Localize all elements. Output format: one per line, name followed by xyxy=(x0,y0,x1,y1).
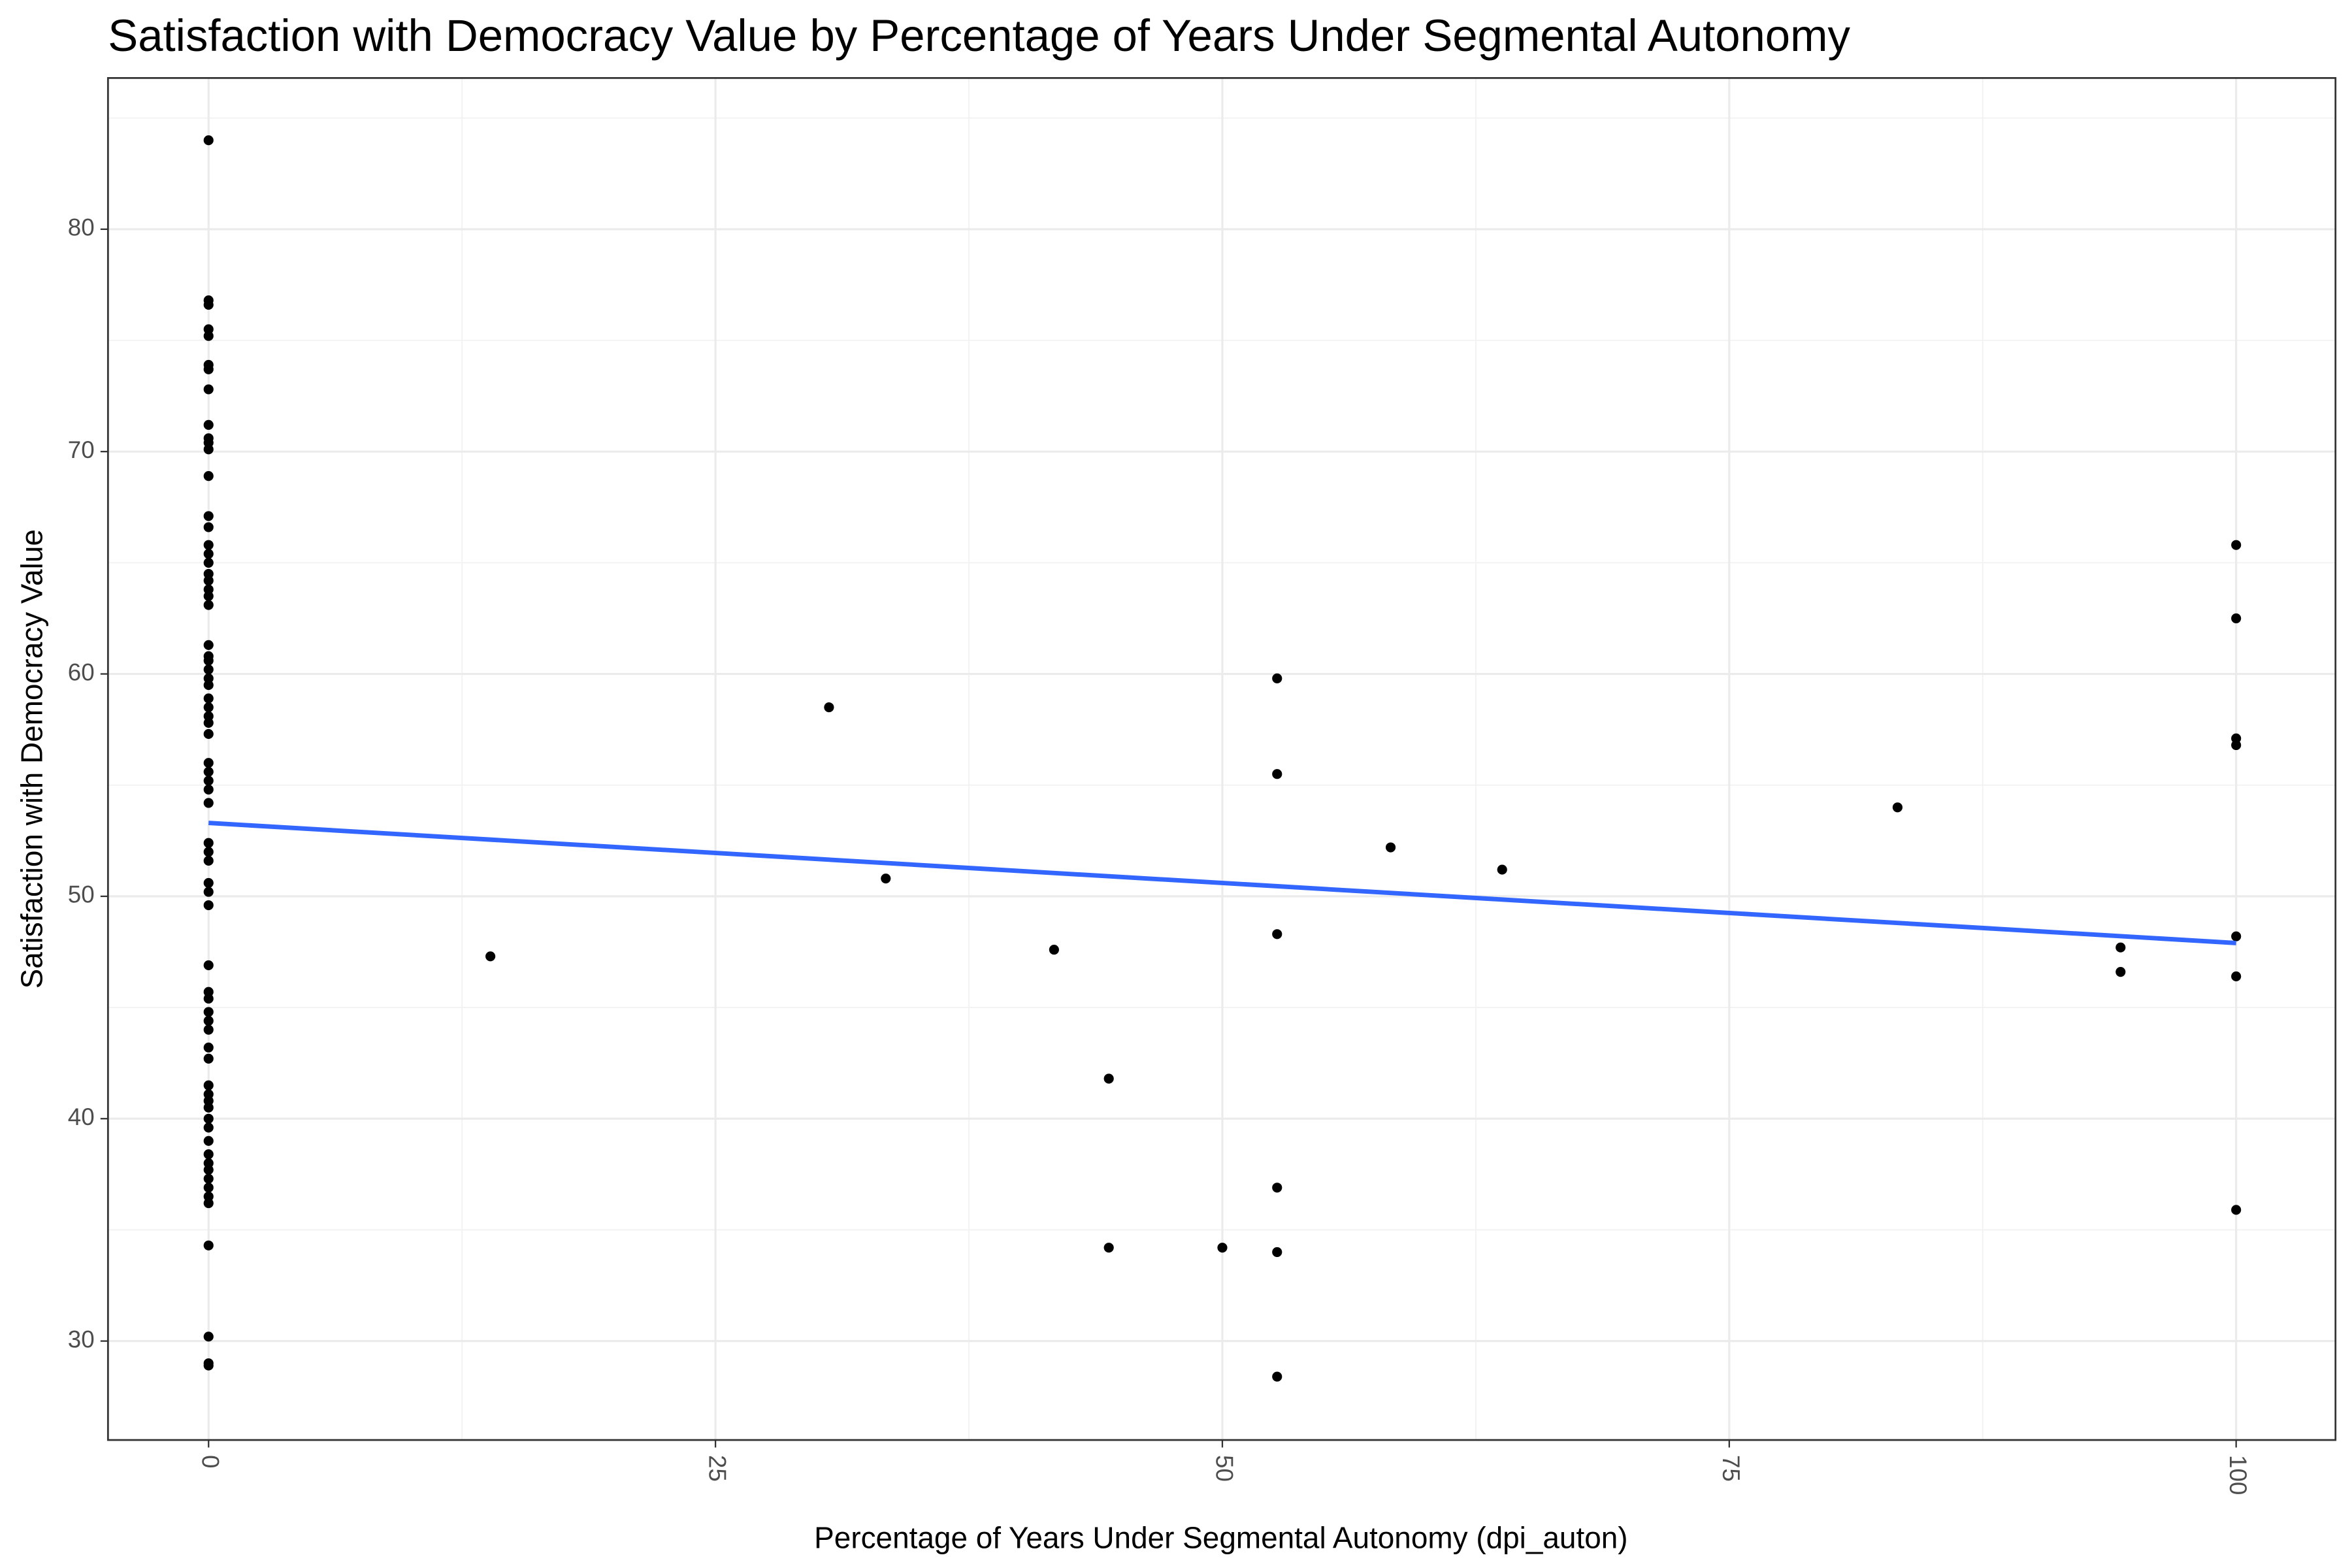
data-point xyxy=(203,1122,214,1133)
data-point xyxy=(203,1240,214,1250)
data-point xyxy=(203,419,214,430)
data-point xyxy=(2231,613,2242,624)
data-point xyxy=(1272,1371,1282,1382)
marks xyxy=(203,135,2242,1382)
data-point xyxy=(203,540,214,550)
data-point xyxy=(203,576,214,586)
data-point xyxy=(203,784,214,795)
data-point xyxy=(203,364,214,374)
x-axis-title: Percentage of Years Under Segmental Auto… xyxy=(814,1520,1627,1554)
data-point xyxy=(2231,931,2242,941)
data-point xyxy=(881,874,891,884)
data-point xyxy=(203,1113,214,1124)
data-point xyxy=(2231,1205,2242,1215)
data-point xyxy=(1892,802,1903,813)
data-point xyxy=(203,1173,214,1184)
data-point xyxy=(203,1164,214,1175)
y-tick-label: 80 xyxy=(68,214,95,241)
x-tick-label: 25 xyxy=(704,1455,730,1482)
y-tick-label: 40 xyxy=(68,1103,95,1130)
axes: 0 25 50 75 100 30 40 50 60 70 80 xyxy=(68,214,2251,1495)
x-tick-label: 50 xyxy=(1211,1455,1237,1482)
data-point xyxy=(203,1024,214,1035)
data-point xyxy=(203,717,214,728)
data-point xyxy=(203,1331,214,1342)
grid xyxy=(108,78,2336,1441)
data-point xyxy=(2115,967,2126,977)
data-point xyxy=(203,728,214,740)
data-point xyxy=(203,331,214,341)
data-point xyxy=(1272,769,1282,779)
data-point xyxy=(203,693,214,704)
data-point xyxy=(203,299,214,310)
data-point xyxy=(203,1102,214,1113)
data-point xyxy=(203,838,214,848)
data-point xyxy=(203,1360,214,1371)
trend-line xyxy=(208,821,2236,945)
data-point xyxy=(203,1080,214,1090)
data-point xyxy=(1272,673,1282,683)
data-point xyxy=(203,702,214,713)
data-point xyxy=(203,640,214,650)
data-point xyxy=(2231,540,2242,550)
data-point xyxy=(203,1149,214,1160)
data-point xyxy=(203,887,214,897)
data-point xyxy=(203,766,214,777)
y-tick-label: 50 xyxy=(68,881,95,908)
data-point xyxy=(2231,740,2242,751)
y-tick-label: 30 xyxy=(68,1326,95,1352)
data-point xyxy=(1497,864,1507,875)
chart-title: Satisfaction with Democracy Value by Per… xyxy=(108,10,1850,61)
data-point xyxy=(1272,1247,1282,1258)
data-point xyxy=(203,960,214,970)
data-point xyxy=(203,135,214,146)
data-point xyxy=(203,679,214,691)
data-point xyxy=(203,511,214,521)
data-point xyxy=(203,798,214,808)
data-point xyxy=(203,557,214,568)
data-point xyxy=(824,702,834,713)
data-point xyxy=(203,877,214,889)
data-point xyxy=(1217,1243,1228,1253)
x-tick-label: 75 xyxy=(1718,1455,1744,1482)
y-tick-label: 70 xyxy=(68,436,95,463)
data-point xyxy=(203,471,214,482)
data-point xyxy=(203,855,214,866)
x-tick-label: 100 xyxy=(2225,1455,2251,1495)
data-point xyxy=(203,655,214,666)
data-point xyxy=(1049,945,1059,955)
data-point xyxy=(203,549,214,559)
x-tick-label: 0 xyxy=(197,1455,224,1468)
data-point xyxy=(203,664,214,675)
data-point xyxy=(203,600,214,610)
data-point xyxy=(203,444,214,455)
data-point xyxy=(203,1183,214,1193)
data-point xyxy=(203,758,214,768)
data-point xyxy=(203,900,214,911)
data-point xyxy=(203,776,214,786)
data-point xyxy=(203,1042,214,1053)
data-point xyxy=(1103,1073,1114,1084)
data-point xyxy=(203,1015,214,1026)
y-tick-label: 60 xyxy=(68,659,95,685)
data-point xyxy=(203,1007,214,1017)
data-point xyxy=(203,1053,214,1064)
data-point xyxy=(203,993,214,1004)
data-point xyxy=(203,1198,214,1209)
data-point xyxy=(2115,942,2126,953)
data-point xyxy=(203,522,214,532)
y-axis-title: Satisfaction with Democracy Value xyxy=(14,529,48,988)
data-point xyxy=(203,591,214,602)
data-point xyxy=(2231,971,2242,982)
data-point xyxy=(1103,1243,1114,1253)
data-point xyxy=(1272,1183,1282,1193)
data-point xyxy=(203,1135,214,1146)
data-point xyxy=(203,847,214,857)
data-point xyxy=(1385,842,1396,853)
data-point xyxy=(485,951,496,962)
data-point xyxy=(203,384,214,395)
data-point xyxy=(1272,929,1282,939)
